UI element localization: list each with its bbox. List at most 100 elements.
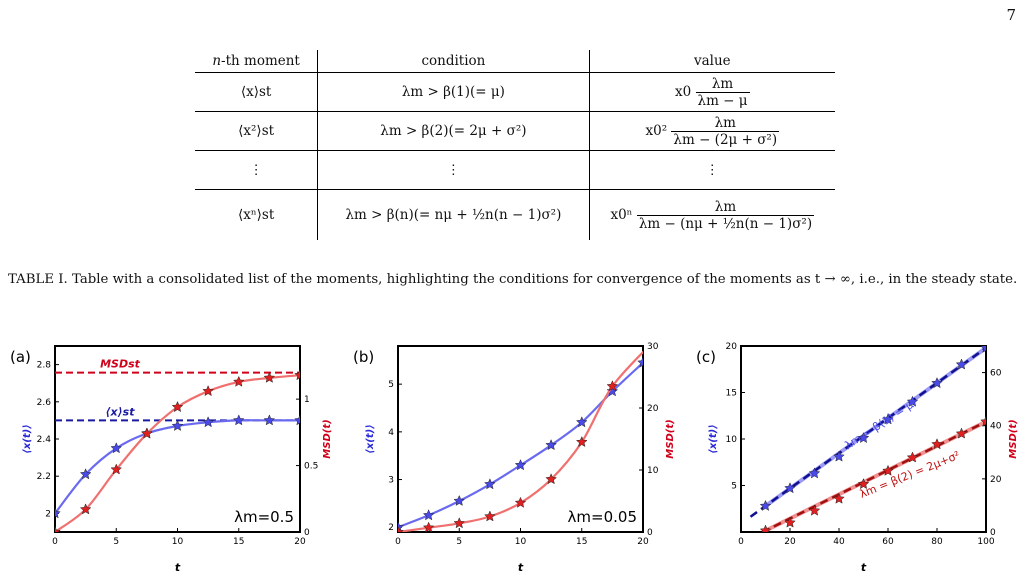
value-prefix: x0² (645, 122, 668, 139)
moment-cell: ⟨x⟩st (195, 72, 319, 112)
y-left-tick-label: 2 (45, 509, 51, 519)
x-tick-label: 0 (738, 537, 744, 547)
header-moment: n-th moment (195, 50, 319, 73)
condition-cell: λm > β(n)(= nμ + ½n(n − 1)σ²) (317, 189, 590, 240)
data-point-star (110, 463, 123, 475)
data-point-star (483, 510, 496, 522)
y-left-tick-label: 20 (726, 342, 738, 352)
value-cell: x0ⁿ λm λm − (nμ + ½n(n − 1)σ²) (589, 190, 835, 241)
data-point-star (514, 496, 527, 508)
header-value: value (589, 50, 835, 73)
data-point-star (422, 509, 435, 521)
fit-line (749, 346, 986, 518)
data-point-star (545, 473, 558, 485)
data-point-star (171, 419, 184, 431)
value-cell: ⋮ (589, 150, 835, 190)
panel-label: (b) (353, 348, 374, 366)
value-prefix: x0 (675, 83, 692, 100)
y-right-tick-label: 0 (990, 528, 996, 538)
data-point-star (857, 431, 870, 444)
moment-cell: ⋮ (195, 150, 319, 190)
series-line (398, 350, 643, 532)
data-point-star (202, 416, 215, 428)
y-left-tick-label: 3 (388, 476, 394, 486)
fit-label-blue: λm = β(1) = μ (842, 398, 916, 452)
data-point-star (294, 414, 300, 426)
data-point-star (784, 482, 796, 494)
y-right-axis-label: MSD(t) (1008, 419, 1019, 458)
plot-frame (54, 345, 301, 533)
chart-panel-c: (c) 0 20 40 60 80 100 5 10 15 20 0 20 40 60 t ⟨x(t)⟩ MSD(… (696, 342, 1019, 574)
data-point-star (140, 427, 153, 439)
plot-area (55, 369, 300, 532)
table-row: ⟨x⟩st λm > β(1)(= μ) x0 λm λm − μ (195, 72, 835, 112)
x-tick-label: 15 (576, 537, 587, 547)
x-tick-label: 0 (52, 537, 58, 547)
table-caption: TABLE I. Table with a consolidated list … (8, 272, 1018, 287)
data-point-star (79, 468, 92, 480)
moment-cell: ⟨xⁿ⟩st (195, 189, 319, 240)
data-point-star (882, 413, 894, 425)
data-point-star (759, 524, 772, 532)
x-tick-label: 10 (515, 537, 527, 547)
data-point-star (833, 492, 845, 504)
data-point-star (294, 369, 300, 381)
panel-label: (c) (696, 348, 716, 366)
x-tick-label: 100 (977, 537, 994, 547)
data-point-star (79, 503, 92, 515)
y-left-tick-label: 2 (388, 523, 394, 533)
data-point-star (784, 516, 796, 528)
data-point-star (55, 507, 61, 519)
table-row: ⟨x²⟩st λm > β(2)(= 2μ + σ²) x0² λm λm − (… (195, 111, 835, 151)
x-tick-label: 60 (882, 537, 894, 547)
data-point-star (606, 380, 619, 392)
data-point-star (171, 400, 184, 413)
value-fraction: λm λm − (2μ + σ²) (671, 114, 780, 148)
plot-area (749, 346, 986, 532)
data-point-star (263, 371, 276, 383)
table-row: ⋮ ⋮ ⋮ (195, 150, 835, 190)
y-left-axis-label: ⟨x(t)⟩ (708, 424, 719, 454)
value-fraction: λm λm − μ (695, 75, 750, 109)
condition-cell: λm > β(2)(= 2μ + σ²) (317, 111, 590, 151)
data-point-star (232, 414, 245, 426)
data-point-star (906, 395, 919, 407)
x-axis-label: t (175, 561, 181, 574)
lambda-annotation: λm=0.5 (234, 508, 294, 526)
data-point-star (833, 450, 845, 462)
data-point-star (606, 385, 619, 397)
x-tick-label: 80 (931, 537, 943, 547)
data-point-star (202, 385, 215, 397)
data-point-star (931, 377, 943, 389)
x-axis-label: t (518, 561, 524, 574)
y-left-tick-label: 5 (731, 482, 737, 492)
data-point-star (637, 356, 643, 368)
x-tick-label: 20 (294, 537, 306, 547)
x-tick-label: 0 (395, 537, 401, 547)
y-left-axis-label: ⟨x(t)⟩ (365, 424, 376, 454)
series-line (764, 346, 986, 508)
y-right-tick-label: 0 (304, 528, 310, 538)
data-point-star (980, 346, 986, 353)
y-right-tick-label: 10 (647, 466, 659, 476)
x-tick-label: 40 (833, 537, 845, 547)
y-left-tick-label: 2.2 (37, 472, 51, 482)
data-point-star (55, 525, 61, 532)
header-condition: condition (317, 50, 590, 73)
panel-label: (a) (10, 348, 31, 366)
moments-table: n-th moment condition value ⟨x⟩st λm > β… (195, 50, 835, 240)
steady-state-label: MSDst (100, 358, 141, 371)
data-point-star (514, 459, 527, 471)
y-left-tick-label: 4 (388, 428, 394, 438)
table-row: ⟨xⁿ⟩st λm > β(n)(= nμ + ½n(n − 1)σ²) x0ⁿ… (195, 189, 835, 241)
data-point-star (931, 438, 943, 450)
value-cell: x0 λm λm − μ (589, 72, 835, 112)
x-tick-label: 5 (113, 537, 119, 547)
y-left-axis-label: ⟨x(t)⟩ (22, 424, 33, 454)
data-point-star (263, 414, 276, 426)
y-left-tick-label: 5 (388, 380, 394, 390)
value-fraction: λm λm − (nμ + ½n(n − 1)σ²) (636, 198, 815, 232)
data-point-star (483, 478, 496, 490)
y-right-axis-label: MSD(t) (665, 419, 676, 458)
value-cell: x0² λm λm − (2μ + σ²) (589, 111, 835, 151)
